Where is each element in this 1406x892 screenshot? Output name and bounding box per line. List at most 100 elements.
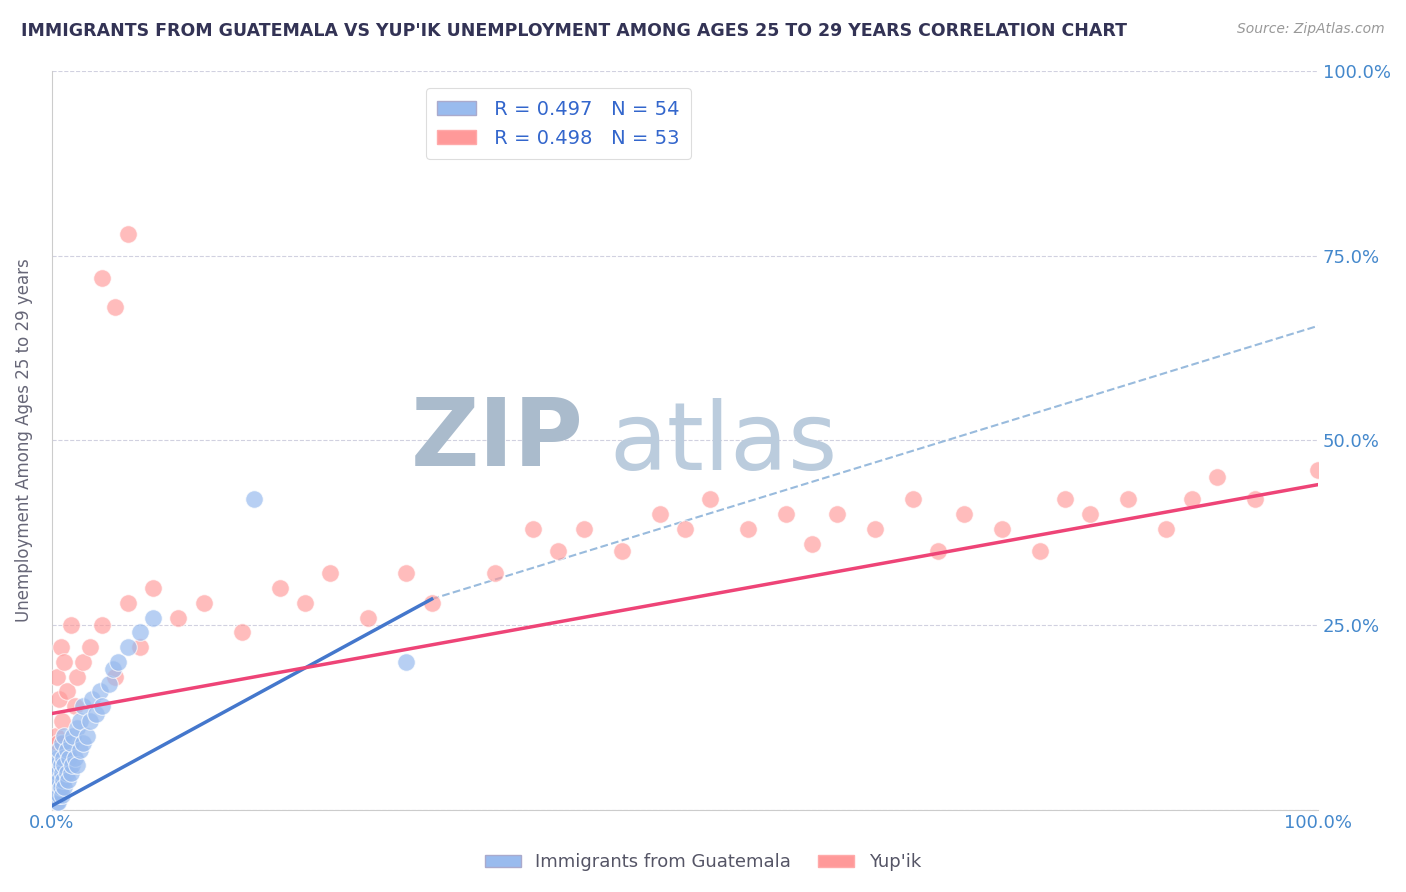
Point <box>117 227 139 241</box>
Point <box>72 736 94 750</box>
Point <box>101 662 124 676</box>
Point <box>46 736 69 750</box>
Point <box>107 655 129 669</box>
Point <box>610 544 633 558</box>
Point <box>1180 492 1202 507</box>
Point <box>91 618 114 632</box>
Point <box>51 714 73 728</box>
Point <box>990 522 1012 536</box>
Point <box>58 772 80 787</box>
Point <box>319 566 342 581</box>
Point <box>48 772 70 787</box>
Point <box>952 507 974 521</box>
Point <box>69 714 91 728</box>
Point <box>89 684 111 698</box>
Point <box>673 522 696 536</box>
Point <box>51 736 73 750</box>
Point <box>420 596 443 610</box>
Point <box>863 522 886 536</box>
Point <box>1053 492 1076 507</box>
Point <box>45 795 67 809</box>
Point <box>45 788 67 802</box>
Point <box>46 751 69 765</box>
Point <box>357 610 380 624</box>
Point <box>63 699 86 714</box>
Point <box>117 640 139 654</box>
Point <box>79 714 101 728</box>
Point <box>52 772 75 787</box>
Point <box>53 729 76 743</box>
Point <box>1205 470 1227 484</box>
Point <box>395 655 418 669</box>
Point <box>62 729 84 743</box>
Point <box>1243 492 1265 507</box>
Point <box>395 566 418 581</box>
Point <box>53 655 76 669</box>
Point <box>294 596 316 610</box>
Point <box>51 765 73 780</box>
Point <box>45 758 67 772</box>
Point <box>699 492 721 507</box>
Point <box>522 522 544 536</box>
Point <box>104 301 127 315</box>
Point <box>48 788 70 802</box>
Point <box>484 566 506 581</box>
Point <box>45 765 67 780</box>
Point <box>59 736 82 750</box>
Point <box>45 670 67 684</box>
Point <box>1154 522 1177 536</box>
Legend: Immigrants from Guatemala, Yup'ik: Immigrants from Guatemala, Yup'ik <box>478 847 928 879</box>
Point <box>800 537 823 551</box>
Point <box>129 640 152 654</box>
Point <box>60 758 83 772</box>
Point <box>129 625 152 640</box>
Point <box>737 522 759 536</box>
Point <box>269 581 291 595</box>
Point <box>49 758 72 772</box>
Point <box>45 772 67 787</box>
Point <box>46 780 69 795</box>
Point <box>45 729 67 743</box>
Point <box>66 758 89 772</box>
Point <box>775 507 797 521</box>
Point <box>97 677 120 691</box>
Point <box>901 492 924 507</box>
Point <box>66 670 89 684</box>
Point <box>45 780 67 795</box>
Point <box>51 788 73 802</box>
Point <box>63 751 86 765</box>
Point <box>46 795 69 809</box>
Point <box>76 729 98 743</box>
Point <box>142 610 165 624</box>
Point <box>59 765 82 780</box>
Point <box>572 522 595 536</box>
Point <box>79 640 101 654</box>
Legend:  R = 0.497   N = 54,  R = 0.498   N = 53: R = 0.497 N = 54, R = 0.498 N = 53 <box>426 88 690 160</box>
Text: IMMIGRANTS FROM GUATEMALA VS YUP'IK UNEMPLOYMENT AMONG AGES 25 TO 29 YEARS CORRE: IMMIGRANTS FROM GUATEMALA VS YUP'IK UNEM… <box>21 22 1128 40</box>
Point <box>45 788 67 802</box>
Point <box>167 610 190 624</box>
Point <box>1078 507 1101 521</box>
Point <box>58 751 80 765</box>
Point <box>825 507 848 521</box>
Point <box>45 772 67 787</box>
Point <box>193 596 215 610</box>
Text: atlas: atlas <box>609 398 837 490</box>
Point <box>56 684 79 698</box>
Point <box>48 691 70 706</box>
Point <box>1308 463 1330 477</box>
Point <box>84 706 107 721</box>
Point <box>243 492 266 507</box>
Point <box>56 743 79 757</box>
Point <box>117 596 139 610</box>
Point <box>66 721 89 735</box>
Point <box>46 765 69 780</box>
Point <box>104 670 127 684</box>
Point <box>1116 492 1139 507</box>
Point <box>48 743 70 757</box>
Point <box>72 655 94 669</box>
Point <box>53 758 76 772</box>
Point <box>142 581 165 595</box>
Point <box>91 270 114 285</box>
Point <box>648 507 671 521</box>
